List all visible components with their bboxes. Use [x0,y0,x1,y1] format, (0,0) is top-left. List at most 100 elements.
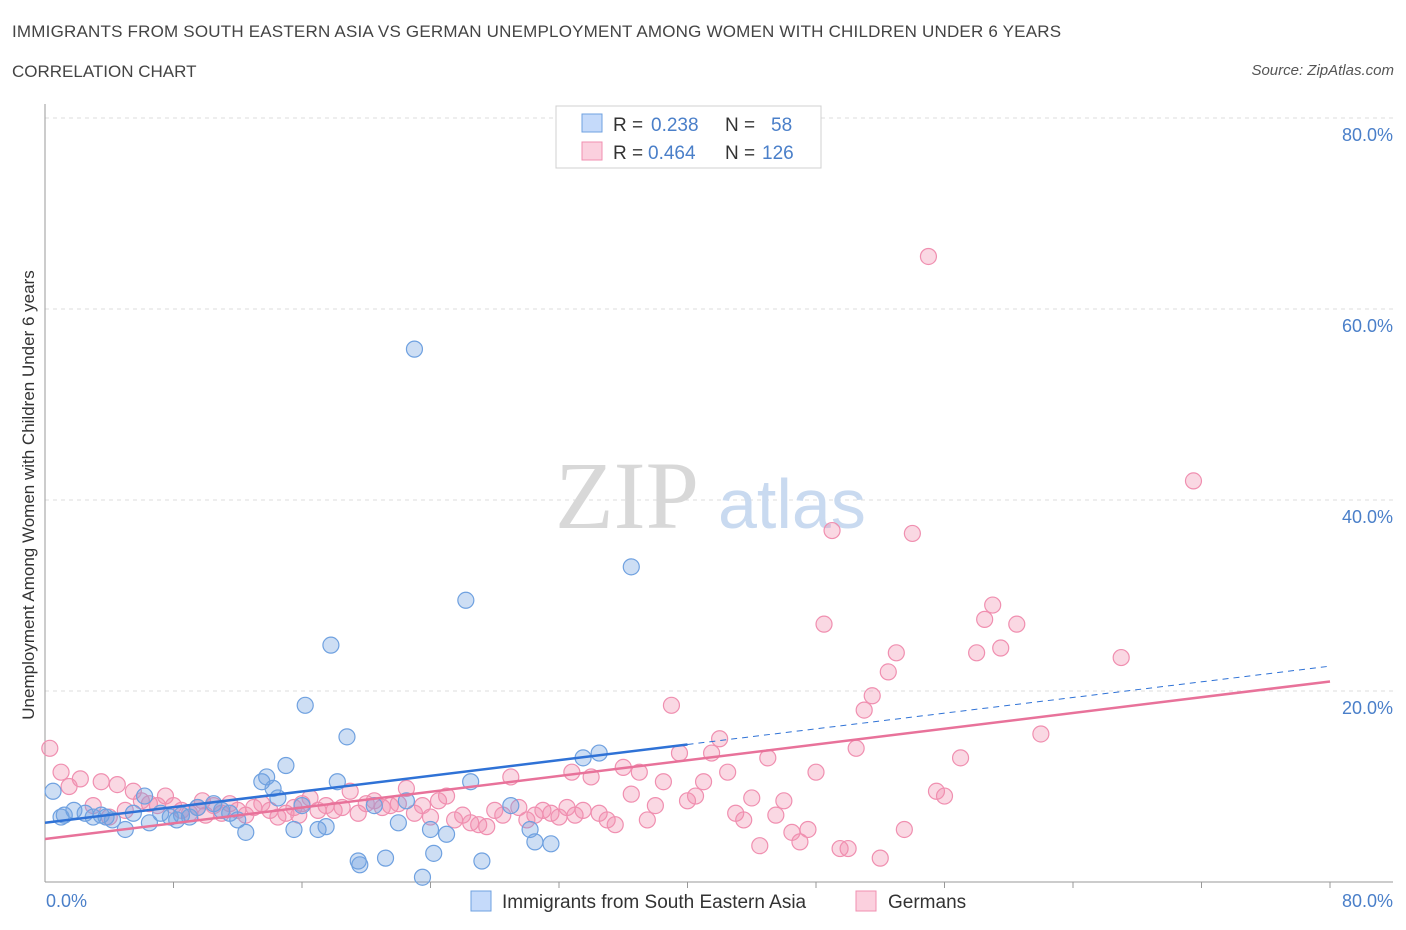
immigrants-point-31 [338,728,356,746]
germans-point-112 [976,610,994,628]
immigrants-point-15 [188,798,207,817]
legend-bottom-label-2: Germans [888,892,966,913]
germans-point-75 [654,773,673,791]
immigrants-point-39 [413,868,432,886]
immigrants-point-52 [622,558,640,576]
legend-bottom-swatch-blue [470,890,492,912]
germans-point-64 [566,806,584,824]
germans-points [41,247,1203,867]
germans-point-69 [606,816,624,834]
germans-point-1 [52,763,70,781]
germans-point-113 [984,596,1002,614]
trend-lines [44,665,1331,841]
immigrants-point-41 [425,844,443,862]
legend-n-value-1: 58 [771,115,792,136]
germans-point-71 [622,785,640,803]
germans-trend-line [44,680,1331,841]
immigrants-point-42 [437,825,456,843]
germans-point-116 [1032,725,1050,743]
germans-point-111 [968,644,986,662]
immigrants-point-55 [168,811,186,829]
chart-title: IMMIGRANTS FROM SOUTH EASTERN ASIA VS GE… [12,22,1062,41]
germans-point-73 [638,811,656,829]
immigrants-point-54 [221,804,239,822]
germans-point-82 [711,730,729,748]
immigrants-point-38 [405,340,424,358]
germans-point-86 [743,789,761,807]
germans-point-94 [807,763,825,781]
legend-swatch-blue [581,113,603,133]
germans-point-101 [863,687,881,705]
germans-point-118 [1184,472,1203,490]
germans-point-54 [486,801,504,819]
watermark-zip: ZIP [555,442,699,549]
immigrants-points [44,340,640,886]
immigrants-point-23 [277,756,295,775]
legend-bottom: Immigrants from South Eastern Asia Germa… [470,890,966,913]
germans-point-74 [646,796,664,815]
germans-point-87 [751,837,769,855]
legend-top: R = 0.238 N = 58 R = 0.464 N = 126 [555,105,822,169]
immigrants-point-46 [502,796,520,815]
germans-point-53 [478,818,496,836]
germans-point-3 [71,770,89,788]
germans-point-107 [919,247,938,266]
germans-point-46 [421,808,440,826]
germans-point-80 [694,773,713,791]
germans-point-104 [887,644,905,662]
germans-point-0 [41,739,59,757]
germans-point-115 [1008,615,1026,633]
legend-bottom-swatch-pink [855,890,877,912]
immigrants-trend-dashed [687,665,1331,745]
axes [44,104,1393,888]
x-tick-left: 0.0% [46,891,87,911]
germans-point-105 [895,820,913,839]
germans-point-89 [767,806,785,824]
legend-n-label-2: N = [725,143,755,164]
germans-point-47 [429,792,448,810]
germans-point-99 [847,739,865,757]
immigrants-point-19 [237,823,255,841]
germans-point-78 [678,792,697,810]
immigrants-point-43 [457,591,475,609]
germans-point-117 [1112,648,1130,667]
germans-point-68 [598,811,616,829]
immigrants-point-56 [269,789,287,807]
legend-n-label-1: N = [725,115,755,136]
immigrants-point-36 [389,814,407,832]
germans-point-72 [630,763,648,781]
germans-point-119 [563,763,581,781]
germans-point-79 [686,787,705,805]
germans-point-7 [108,775,126,794]
x-tick-right: 80.0% [1342,891,1393,911]
immigrants-point-9 [135,787,154,805]
legend-swatch-pink [581,141,603,161]
germans-point-85 [735,811,753,829]
immigrants-point-49 [542,835,560,853]
germans-point-106 [903,524,921,543]
immigrants-point-33 [351,856,369,874]
germans-point-93 [799,820,817,839]
immigrants-trend-line [44,743,688,825]
germans-point-58 [518,811,536,829]
immigrants-point-45 [473,852,491,870]
y-tick-label-3: 80.0% [1342,125,1393,145]
source-credit: Source: ZipAtlas.com [1251,62,1394,79]
legend-r-value-2: 0.464 [648,143,696,164]
gridlines [45,117,1393,692]
legend-r-label-1: R = [613,115,643,136]
germans-point-83 [719,763,737,781]
immigrants-point-29 [322,636,340,654]
y-axis-label: Unemployment Among Women with Children U… [19,270,38,719]
watermark-atlas: atlas [718,465,866,543]
germans-point-109 [935,787,954,805]
immigrants-point-22 [264,779,282,798]
germans-point-48 [437,787,456,805]
y-tick-labels: 20.0% 40.0% 60.0% 80.0% [1342,125,1393,718]
y-tick-label-1: 40.0% [1342,507,1393,527]
immigrants-point-51 [590,744,608,762]
germans-point-96 [823,521,841,540]
germans-point-65 [574,801,592,819]
germans-point-43 [397,779,416,798]
